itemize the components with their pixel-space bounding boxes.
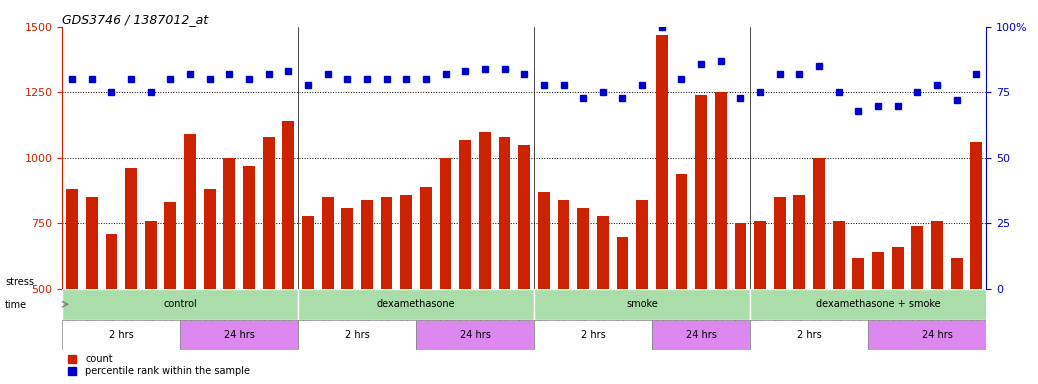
Bar [203, 189, 216, 384]
Bar [813, 158, 825, 384]
Bar [695, 95, 707, 384]
Bar [735, 223, 746, 384]
Bar [715, 93, 727, 384]
Bar [440, 158, 452, 384]
Bar [911, 226, 923, 384]
Bar [184, 134, 196, 384]
Bar [106, 234, 117, 384]
Bar [773, 197, 786, 384]
Bar [342, 208, 353, 384]
Bar [145, 221, 157, 384]
Bar [597, 215, 608, 384]
Text: 2 hrs: 2 hrs [109, 330, 134, 340]
Bar [617, 237, 628, 384]
Bar [872, 252, 884, 384]
Bar [223, 158, 236, 384]
Bar [656, 35, 667, 384]
FancyBboxPatch shape [750, 319, 868, 350]
Bar [322, 197, 333, 384]
Text: 2 hrs: 2 hrs [580, 330, 605, 340]
Bar [498, 137, 511, 384]
FancyBboxPatch shape [62, 319, 181, 350]
Bar [66, 189, 78, 384]
Text: dexamethasone: dexamethasone [377, 299, 456, 309]
FancyBboxPatch shape [868, 319, 1006, 350]
Bar [460, 139, 471, 384]
Bar [832, 221, 845, 384]
Bar [361, 200, 373, 384]
Bar [793, 195, 805, 384]
Text: 24 hrs: 24 hrs [460, 330, 491, 340]
Text: 24 hrs: 24 hrs [224, 330, 254, 340]
Bar [676, 174, 687, 384]
Bar [852, 258, 865, 384]
FancyBboxPatch shape [652, 319, 750, 350]
Bar [479, 132, 491, 384]
Bar [931, 221, 943, 384]
FancyBboxPatch shape [298, 319, 416, 350]
Bar [518, 145, 530, 384]
Bar [557, 200, 570, 384]
Bar [243, 166, 255, 384]
Bar [263, 137, 275, 384]
Bar [401, 195, 412, 384]
Bar [381, 197, 392, 384]
Text: 24 hrs: 24 hrs [686, 330, 716, 340]
Text: percentile rank within the sample: percentile rank within the sample [85, 366, 250, 376]
Text: 2 hrs: 2 hrs [345, 330, 370, 340]
Text: GDS3746 / 1387012_at: GDS3746 / 1387012_at [62, 13, 209, 26]
FancyBboxPatch shape [534, 289, 750, 319]
Bar [126, 169, 137, 384]
Text: 24 hrs: 24 hrs [922, 330, 953, 340]
Bar [951, 258, 962, 384]
Bar [282, 121, 294, 384]
Bar [577, 208, 589, 384]
Text: time: time [5, 300, 27, 310]
FancyBboxPatch shape [181, 319, 298, 350]
Bar [636, 200, 648, 384]
Text: count: count [85, 354, 113, 364]
Bar [86, 197, 98, 384]
FancyBboxPatch shape [298, 289, 534, 319]
Text: 2 hrs: 2 hrs [797, 330, 821, 340]
Text: stress: stress [5, 277, 34, 287]
FancyBboxPatch shape [534, 319, 652, 350]
Bar [164, 202, 176, 384]
Bar [302, 215, 313, 384]
Text: dexamethasone + smoke: dexamethasone + smoke [816, 299, 940, 309]
Bar [892, 247, 903, 384]
Text: control: control [163, 299, 197, 309]
Text: smoke: smoke [626, 299, 658, 309]
Bar [420, 187, 432, 384]
Bar [538, 192, 550, 384]
Bar [755, 221, 766, 384]
FancyBboxPatch shape [62, 289, 298, 319]
Bar [971, 142, 982, 384]
FancyBboxPatch shape [416, 319, 534, 350]
FancyBboxPatch shape [750, 289, 1006, 319]
